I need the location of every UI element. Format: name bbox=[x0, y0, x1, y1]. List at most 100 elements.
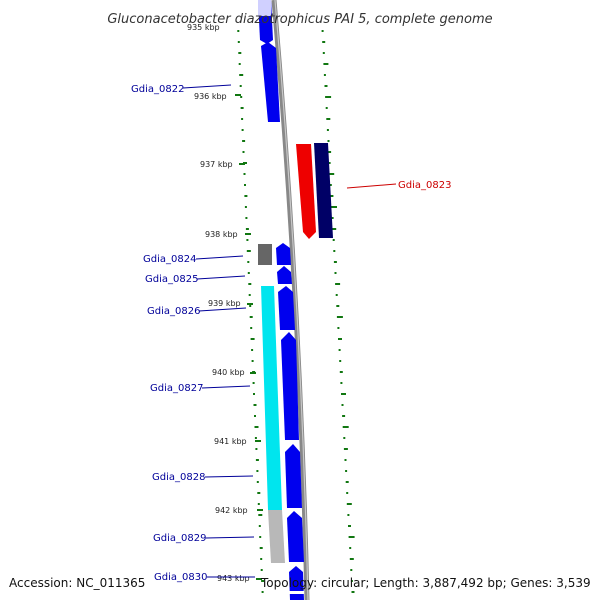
gene-labels: Gdia_0822 Gdia_0823 Gdia_0824 Gdia_0825 … bbox=[131, 84, 451, 583]
gc-tick bbox=[258, 514, 263, 516]
kbp-label-936: 936 kbp bbox=[194, 92, 227, 101]
gc-tick bbox=[345, 481, 349, 483]
gc-tick bbox=[324, 85, 328, 87]
gc-tick bbox=[321, 30, 324, 32]
gc-tick bbox=[246, 250, 251, 252]
gc-tick bbox=[254, 426, 259, 428]
position-ticks bbox=[235, 94, 263, 580]
gc-tick bbox=[248, 294, 251, 296]
gc-tick bbox=[240, 107, 244, 109]
gc-tick bbox=[242, 140, 246, 142]
gc-tick bbox=[325, 107, 328, 109]
gc-tick bbox=[334, 272, 337, 274]
gc-tick bbox=[245, 217, 248, 219]
feature-lane bbox=[258, 244, 285, 563]
gc-tick bbox=[326, 118, 331, 120]
gc-tick bbox=[256, 470, 259, 472]
gc-tick bbox=[350, 580, 353, 582]
gc-tick bbox=[342, 426, 349, 428]
leader-0827 bbox=[201, 385, 251, 389]
gc-tick bbox=[351, 591, 355, 593]
gene-label-0826: Gdia_0826 bbox=[147, 306, 200, 317]
gc-tick bbox=[335, 283, 341, 285]
gc-tick bbox=[244, 195, 248, 197]
gc-tick bbox=[243, 173, 246, 175]
kbp-label-943: 943 kbp bbox=[217, 574, 250, 583]
gc-tick bbox=[328, 151, 332, 153]
gc-tick bbox=[331, 206, 337, 208]
feature-light-0822 bbox=[258, 0, 271, 16]
accession-text: Accession: NC_011365 bbox=[9, 576, 145, 590]
gene-arrow-0825 bbox=[276, 243, 291, 265]
gc-tick bbox=[244, 184, 246, 186]
backbone-outer bbox=[271, 0, 310, 600]
gc-tick bbox=[238, 52, 242, 54]
leader-0823 bbox=[346, 183, 397, 189]
gc-tick bbox=[253, 404, 257, 406]
gene-label-0829: Gdia_0829 bbox=[153, 533, 206, 544]
gc-tick bbox=[237, 41, 240, 43]
gene-label-0824: Gdia_0824 bbox=[143, 254, 196, 265]
feature-cyan-0827 bbox=[261, 286, 282, 510]
gene-arrow-0826a bbox=[277, 266, 292, 284]
gene-label-0825: Gdia_0825 bbox=[145, 274, 198, 285]
kbp-label-935: 935 kbp bbox=[187, 23, 220, 32]
kbp-label-938: 938 kbp bbox=[205, 230, 238, 239]
leader-0825 bbox=[196, 275, 246, 280]
gc-tick bbox=[339, 371, 343, 373]
gc-tick bbox=[259, 536, 262, 538]
gc-tick bbox=[246, 239, 249, 241]
gc-tick bbox=[251, 349, 254, 351]
kbp-label-940: 940 kbp bbox=[212, 368, 245, 377]
gc-tick bbox=[260, 569, 263, 571]
gc-tick bbox=[350, 569, 353, 571]
gc-tick bbox=[249, 316, 253, 318]
gc-tick bbox=[338, 349, 341, 351]
gc-tick bbox=[325, 96, 332, 98]
kbp-label-941: 941 kbp bbox=[214, 437, 247, 446]
tick-938 bbox=[245, 233, 251, 235]
gc-tick bbox=[323, 74, 326, 76]
gc-tick bbox=[241, 118, 244, 120]
gc-tick bbox=[237, 30, 240, 32]
tick-942 bbox=[257, 509, 263, 511]
gc-tick bbox=[346, 492, 349, 494]
gc-tick bbox=[329, 173, 335, 175]
gc-tick bbox=[329, 184, 332, 186]
gene-label-0830: Gdia_0830 bbox=[154, 572, 207, 583]
gene-label-0822: Gdia_0822 bbox=[131, 84, 184, 95]
gc-tick bbox=[349, 558, 354, 560]
gc-tick bbox=[337, 327, 340, 329]
gc-tick bbox=[343, 437, 346, 439]
gc-tick bbox=[247, 272, 250, 274]
gc-tick bbox=[252, 382, 255, 384]
gc-tick bbox=[347, 514, 350, 516]
leader-0822 bbox=[182, 84, 232, 89]
gc-tick bbox=[248, 283, 252, 285]
gene-arrow-0827 bbox=[281, 332, 299, 440]
gc-tick bbox=[250, 338, 255, 340]
gc-tick bbox=[332, 228, 337, 230]
kbp-label-937: 937 kbp bbox=[200, 160, 233, 169]
gc-tick bbox=[258, 525, 261, 527]
leader-0824 bbox=[195, 255, 244, 260]
gc-tick bbox=[331, 217, 334, 219]
tick-940 bbox=[250, 372, 256, 374]
gc-tick bbox=[253, 393, 255, 395]
gene-arrow-0826b bbox=[278, 286, 295, 330]
leader-0826 bbox=[198, 307, 247, 312]
topology-text: Topology: circular; Length: 3,887,492 bp… bbox=[260, 576, 591, 590]
gc-tick bbox=[342, 415, 346, 417]
gene-label-0828: Gdia_0828 bbox=[152, 472, 205, 483]
gc-tick bbox=[335, 294, 338, 296]
gc-tick bbox=[238, 63, 241, 65]
kbp-label-942: 942 kbp bbox=[215, 506, 248, 515]
backbone-highlight bbox=[274, 0, 309, 600]
tick-936 bbox=[235, 94, 241, 96]
gc-tick bbox=[245, 228, 249, 230]
gc-tick bbox=[339, 360, 342, 362]
feature-dark-grey-0824 bbox=[258, 244, 272, 265]
gc-tick bbox=[240, 96, 243, 98]
tick-941 bbox=[255, 440, 261, 442]
